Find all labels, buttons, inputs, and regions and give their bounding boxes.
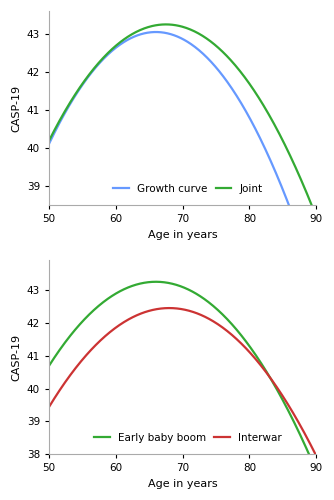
Joint <box>79 82 83 88</box>
Growth curve <box>216 66 220 72</box>
Interwar <box>216 321 220 327</box>
Early baby boom <box>79 320 83 326</box>
Early baby boom <box>153 279 157 285</box>
Joint <box>47 138 51 144</box>
Interwar <box>314 453 318 459</box>
Legend: Growth curve, Joint: Growth curve, Joint <box>109 180 267 198</box>
Line: Interwar: Interwar <box>49 308 316 456</box>
Joint <box>164 22 168 28</box>
Line: Early baby boom: Early baby boom <box>49 282 316 471</box>
Early baby boom <box>314 468 318 474</box>
Interwar <box>79 358 83 364</box>
Joint <box>153 22 157 28</box>
Growth curve <box>79 84 83 89</box>
Interwar <box>47 404 51 410</box>
Growth curve <box>134 33 138 39</box>
Y-axis label: CASP-19: CASP-19 <box>11 334 21 381</box>
Growth curve <box>242 105 246 111</box>
Growth curve <box>240 102 244 108</box>
Early baby boom <box>154 279 158 285</box>
Joint <box>242 73 246 79</box>
Joint <box>216 44 220 51</box>
Growth curve <box>153 29 157 35</box>
Joint <box>240 72 244 78</box>
Y-axis label: CASP-19: CASP-19 <box>11 84 21 132</box>
Early baby boom <box>240 334 244 340</box>
Early baby boom <box>216 307 220 313</box>
Early baby boom <box>47 363 51 369</box>
Growth curve <box>314 281 318 287</box>
Interwar <box>242 343 246 349</box>
Line: Joint: Joint <box>49 24 316 217</box>
Joint <box>134 29 138 35</box>
X-axis label: Age in years: Age in years <box>148 230 217 239</box>
Legend: Early baby boom, Interwar: Early baby boom, Interwar <box>90 429 286 447</box>
Interwar <box>240 342 244 348</box>
Growth curve <box>154 29 158 35</box>
Line: Growth curve: Growth curve <box>49 32 316 284</box>
Joint <box>314 214 318 220</box>
Interwar <box>134 312 138 318</box>
Early baby boom <box>242 336 246 342</box>
Interwar <box>168 305 172 311</box>
Early baby boom <box>134 282 138 288</box>
Interwar <box>153 306 157 312</box>
X-axis label: Age in years: Age in years <box>148 479 217 489</box>
Growth curve <box>47 141 51 147</box>
